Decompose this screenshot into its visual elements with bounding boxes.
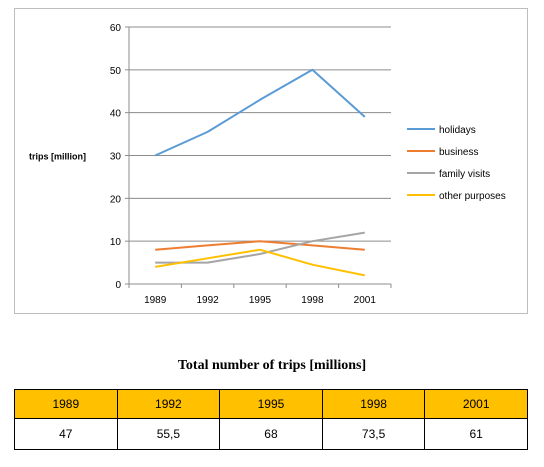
table-header-cell: 2001 (424, 389, 528, 419)
table-header-row: 1989 1992 1995 1998 2001 (14, 389, 528, 419)
table-row: 47 55,5 68 73,5 61 (14, 418, 528, 450)
legend-label: other purposes (439, 191, 506, 202)
y-tick-label: 50 (110, 66, 122, 77)
x-tick-label: 1995 (249, 295, 272, 306)
x-tick-label: 1989 (144, 295, 167, 306)
table-header-cell: 1992 (116, 389, 221, 419)
legend-label: holidays (439, 125, 476, 136)
y-tick-label: 40 (110, 109, 122, 120)
x-tick-label: 1998 (301, 295, 324, 306)
table-header-cell: 1998 (321, 389, 426, 419)
y-tick-label: 30 (110, 152, 122, 163)
y-tick-label: 60 (110, 23, 122, 34)
table-title: Total number of trips [millions] (177, 358, 367, 373)
x-tick-label: 2001 (354, 295, 377, 306)
x-tick-label: 1992 (196, 295, 219, 306)
table-cell: 61 (424, 418, 528, 450)
series-line-family-visits (155, 231, 365, 264)
y-axis-label: trips [million] (29, 152, 86, 162)
legend-label: business (439, 147, 478, 158)
table-cell: 73,5 (321, 418, 426, 450)
y-tick-label: 10 (110, 237, 122, 248)
table-cell: 68 (219, 418, 323, 450)
trips-table: 1989 1992 1995 1998 2001 47 55,5 68 73,5… (14, 389, 528, 450)
table-cell: 55,5 (116, 418, 221, 450)
series-line-business (155, 240, 365, 251)
y-tick-label: 0 (115, 280, 121, 291)
series-line-other-purposes (155, 248, 366, 277)
table-header-cell: 1989 (14, 389, 118, 419)
table-header-cell: 1995 (219, 389, 323, 419)
chart-frame: 0 10 20 30 40 50 60 1989 1992 1995 1998 2001 trips [… (14, 8, 528, 314)
series-line-holidays (154, 68, 366, 157)
y-tick-label: 20 (110, 194, 122, 205)
table-cell: 47 (14, 418, 118, 450)
legend-label: family visits (439, 169, 490, 180)
line-chart: 0 10 20 30 40 50 60 1989 1992 1995 1998 2001 trips [… (29, 23, 506, 306)
